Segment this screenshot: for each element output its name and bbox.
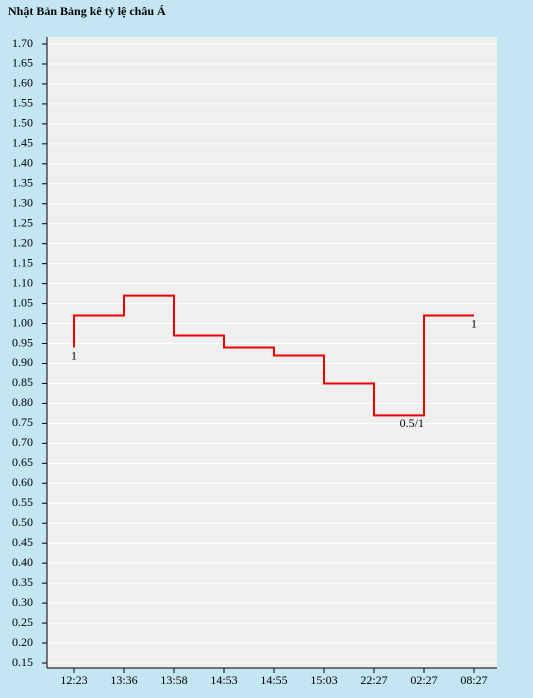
y-tick-label: 1.45	[12, 136, 33, 150]
y-tick-label: 1.65	[12, 56, 33, 70]
y-tick-label: 0.80	[12, 395, 33, 409]
x-tick-label: 14:55	[260, 673, 287, 687]
y-tick-label: 0.85	[12, 375, 33, 389]
y-tick-label: 0.35	[12, 575, 33, 589]
y-tick-label: 0.40	[12, 555, 33, 569]
y-tick-label: 1.35	[12, 176, 33, 190]
y-tick-label: 0.70	[12, 435, 33, 449]
x-tick-label: 22:27	[360, 673, 387, 687]
x-tick-label: 14:53	[210, 673, 237, 687]
x-tick-label: 02:27	[410, 673, 437, 687]
y-tick-label: 0.50	[12, 515, 33, 529]
y-tick-label: 0.55	[12, 495, 33, 509]
y-tick-label: 1.00	[12, 315, 33, 329]
chart-title: Nhật Bản Bảng kê tỷ lệ châu Á	[8, 4, 166, 18]
y-tick-label: 1.60	[12, 76, 33, 90]
y-tick-label: 0.45	[12, 535, 33, 549]
y-tick-label: 0.25	[12, 615, 33, 629]
y-tick-label: 1.25	[12, 215, 33, 229]
y-tick-label: 0.75	[12, 415, 33, 429]
step-line	[73, 294, 474, 417]
annotation: 0.5/1	[400, 416, 424, 430]
x-tick-label: 12:23	[60, 673, 87, 687]
annotation: 1	[471, 316, 477, 330]
x-tick-label: 08:27	[460, 673, 487, 687]
y-tick-label: 0.65	[12, 455, 33, 469]
y-tick-label: 1.55	[12, 96, 33, 110]
y-tick-label: 1.30	[12, 195, 33, 209]
y-tick-label: 1.40	[12, 156, 33, 170]
y-tick-label: 1.50	[12, 116, 33, 130]
y-tick-label: 0.95	[12, 335, 33, 349]
y-tick-label: 0.60	[12, 475, 33, 489]
y-tick-label: 1.20	[12, 235, 33, 249]
y-tick-label: 0.20	[12, 635, 33, 649]
y-tick-label: 1.05	[12, 295, 33, 309]
plot-area	[47, 37, 497, 668]
y-tick-label: 1.70	[12, 36, 33, 50]
y-tick-label: 1.15	[12, 255, 33, 269]
y-tick-label: 0.90	[12, 355, 33, 369]
x-tick-label: 15:03	[310, 673, 337, 687]
x-tick-label: 13:58	[160, 673, 187, 687]
y-tick-label: 1.10	[12, 275, 33, 289]
y-tick-label: 0.15	[12, 655, 33, 669]
x-tick-label: 13:36	[110, 673, 137, 687]
y-tick-label: 0.30	[12, 595, 33, 609]
annotation: 1	[71, 348, 77, 362]
